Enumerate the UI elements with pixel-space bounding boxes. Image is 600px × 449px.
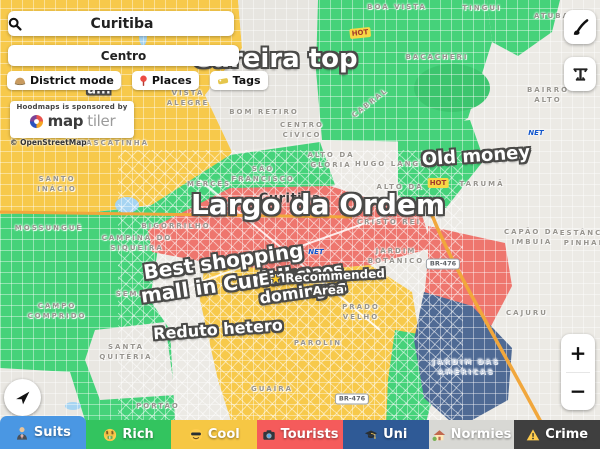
district-search-input[interactable]	[8, 47, 239, 64]
legend-label-tourists: Tourists	[280, 427, 339, 442]
places-toggle[interactable]: Places	[131, 71, 199, 90]
paint-tool-button[interactable]	[564, 10, 596, 44]
district-mode-label: District mode	[30, 74, 114, 87]
legend-item-cool[interactable]: Cool	[171, 420, 258, 449]
pin-icon	[140, 75, 147, 86]
maptiler-logo-icon	[29, 114, 43, 128]
sponsor-text: Hoodmaps is sponsored by	[16, 103, 128, 111]
locate-me-button[interactable]	[4, 379, 41, 416]
mode-toggle-row: District mode Places Tags	[7, 71, 268, 90]
location-arrow-icon	[16, 391, 30, 405]
hot-badge[interactable]: HOT	[427, 178, 449, 188]
sunglasses-face-icon	[189, 428, 202, 441]
legend-item-normies[interactable]: Normies	[428, 420, 515, 449]
legend-label-suits: Suits	[33, 425, 71, 440]
tag-icon	[217, 77, 228, 84]
legend-item-crime[interactable]: Crime	[514, 420, 600, 449]
legend-label-cool: Cool	[207, 427, 240, 442]
star-icon: ★	[269, 271, 286, 287]
money-face-icon: $ $ $	[104, 428, 117, 441]
warning-triangle-icon	[526, 428, 540, 440]
text-size-icon	[572, 67, 588, 81]
map-tag[interactable]: Largo da Ordem	[190, 187, 446, 221]
text-tool-button[interactable]	[564, 57, 596, 91]
paintbrush-icon	[573, 18, 588, 35]
osm-attribution[interactable]: © OpenStreetMap	[10, 138, 87, 147]
legend-item-suits[interactable]: Suits	[0, 416, 86, 449]
zoom-control: + −	[561, 334, 595, 410]
svg-text:$: $	[109, 435, 111, 439]
house-icon	[432, 429, 445, 441]
places-label: Places	[151, 74, 192, 87]
legend-item-tourists[interactable]: Tourists	[257, 420, 343, 449]
tags-label: Tags	[232, 74, 261, 87]
legend-label-crime: Crime	[545, 427, 589, 442]
legend-label-rich: Rich	[122, 427, 154, 442]
suit-person-icon	[16, 426, 27, 440]
legend-label-normies: Normies	[450, 427, 512, 442]
district-search-box[interactable]	[8, 45, 239, 66]
svg-text:$: $	[111, 429, 114, 434]
zoom-out-button[interactable]: −	[569, 379, 587, 404]
zoom-divider	[566, 371, 590, 373]
sponsor-box[interactable]: Hoodmaps is sponsored by map tiler	[10, 101, 134, 138]
hot-badge[interactable]: HOT	[349, 26, 371, 40]
city-search-input[interactable]	[22, 14, 246, 33]
zoom-in-button[interactable]: +	[569, 340, 587, 365]
legend-label-uni: Uni	[383, 427, 408, 442]
city-search-box[interactable]	[8, 11, 246, 36]
legend-item-uni[interactable]: Uni	[342, 420, 429, 449]
maptiler-brand-bold: map	[47, 112, 84, 130]
svg-text:$: $	[106, 429, 109, 434]
camera-icon	[262, 429, 275, 440]
maptiler-brand-light: tiler	[87, 112, 116, 130]
category-legend: Suits $ $ $ Rich Cool	[0, 416, 600, 449]
graduation-cap-icon	[364, 429, 378, 439]
legend-item-rich[interactable]: $ $ $ Rich	[85, 420, 172, 449]
district-mode-toggle[interactable]: District mode	[7, 71, 121, 90]
cap-icon	[14, 77, 26, 85]
search-icon	[8, 17, 22, 31]
tags-toggle[interactable]: Tags	[209, 71, 268, 90]
